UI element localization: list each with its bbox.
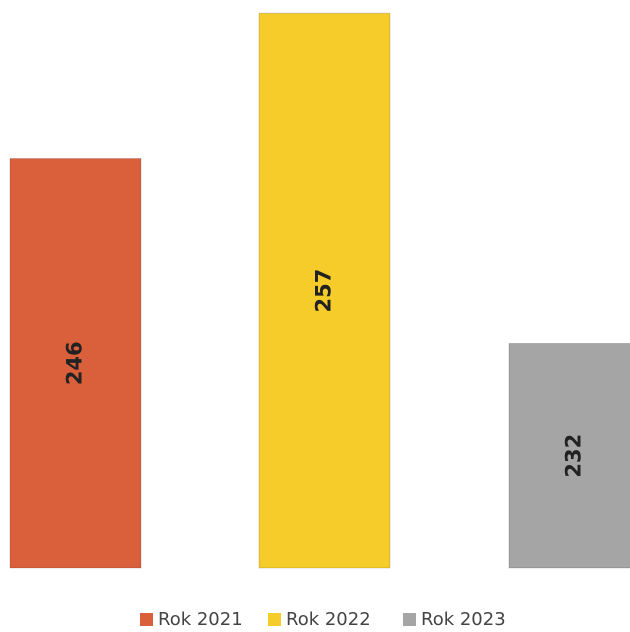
legend-label: Rok 2021: [158, 609, 243, 630]
data-label: 257: [312, 269, 336, 313]
legend-swatch: [140, 613, 153, 626]
legend-label: Rok 2023: [421, 609, 506, 630]
legend-label: Rok 2022: [286, 609, 371, 630]
legend-swatch: [268, 613, 281, 626]
bar: [508, 342, 630, 569]
bar: [9, 158, 142, 569]
data-label: 246: [63, 341, 87, 385]
data-label: 232: [562, 434, 586, 478]
bar: [258, 12, 391, 569]
legend-swatch: [403, 613, 416, 626]
